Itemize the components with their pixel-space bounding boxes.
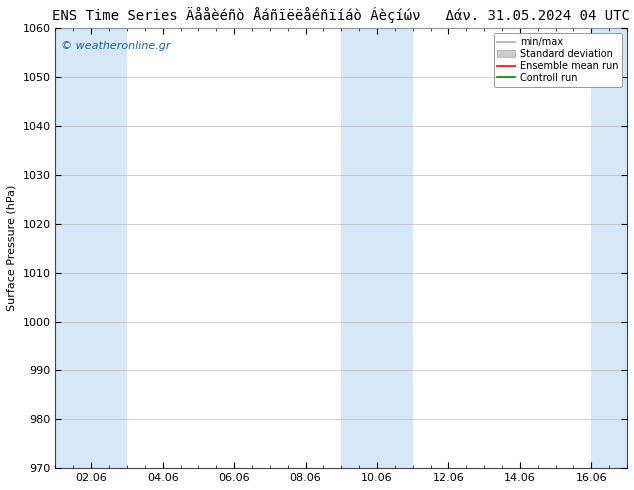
Title: ENS Time Series Äååèéñò Åáñïëëåéñïíáò Áèçíών   Δάν. 31.05.2024 04 UTC: ENS Time Series Äååèéñò Åáñïëëåéñïíáò Áè… — [53, 7, 630, 23]
Legend: min/max, Standard deviation, Ensemble mean run, Controll run: min/max, Standard deviation, Ensemble me… — [493, 33, 622, 87]
Text: © weatheronline.gr: © weatheronline.gr — [61, 42, 171, 51]
Bar — [377, 28, 413, 468]
Bar — [56, 28, 91, 468]
Bar — [91, 28, 127, 468]
Bar — [341, 28, 377, 468]
Y-axis label: Surface Pressure (hPa): Surface Pressure (hPa) — [7, 185, 17, 312]
Bar — [592, 28, 627, 468]
